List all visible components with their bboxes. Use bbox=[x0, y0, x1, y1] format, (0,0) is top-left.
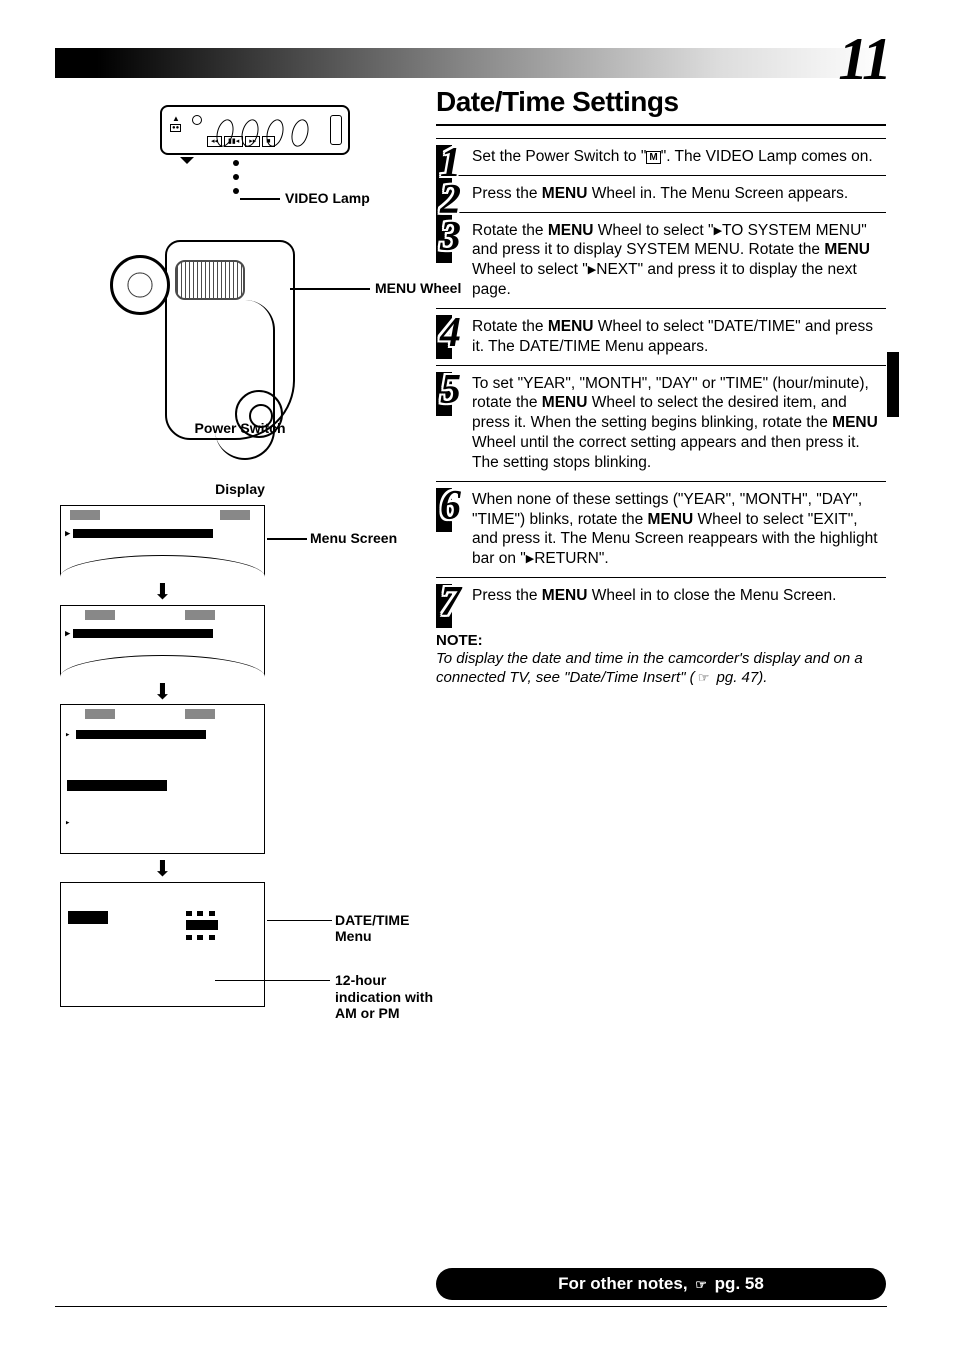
step-text: Rotate the MENU Wheel to select "DATE/TI… bbox=[472, 315, 886, 357]
step-number: 4 bbox=[436, 315, 466, 357]
note-heading: NOTE: bbox=[436, 632, 886, 649]
power-switch-label: Power Switch bbox=[55, 420, 425, 436]
menu-screen-side-label: Menu Screen bbox=[310, 530, 397, 546]
instruction-step: 3Rotate the MENU Wheel to select "TO SYS… bbox=[436, 212, 886, 308]
page-ref-icon bbox=[692, 1274, 710, 1293]
header-gradient-bar bbox=[55, 48, 887, 78]
arrow-down-icon: ⬇ bbox=[60, 579, 265, 605]
note-body: To display the date and time in the camc… bbox=[436, 649, 886, 688]
footer-rule bbox=[55, 1306, 887, 1307]
menu-screen-3: ▸ ▸ bbox=[60, 704, 265, 854]
step-number: 2 bbox=[436, 182, 466, 204]
left-column: ▲ ●● ◂◂▮▮◂▸▸■ VIDEO Lamp MENU Wheel Powe… bbox=[55, 95, 425, 1009]
step-number: 5 bbox=[436, 372, 466, 473]
arrow-down-icon: ⬇ bbox=[60, 679, 265, 705]
instruction-step: 6When none of these settings ("YEAR", "M… bbox=[436, 481, 886, 577]
display-heading-label: Display bbox=[55, 481, 425, 497]
instruction-step: 1 Set the Power Switch to "M". The VIDEO … bbox=[436, 138, 886, 175]
instruction-step: 5To set "YEAR", "MONTH", "DAY" or "TIME"… bbox=[436, 365, 886, 481]
step-number: 3 bbox=[436, 219, 466, 300]
date-time-menu-screen bbox=[60, 882, 265, 1007]
step-text: Rotate the MENU Wheel to select "TO SYST… bbox=[472, 219, 886, 300]
step-text: Press the MENU Wheel in to close the Men… bbox=[472, 584, 886, 606]
arrow-down-icon: ⬇ bbox=[60, 856, 265, 882]
page-number: 11 bbox=[838, 25, 889, 94]
step-number: 1 bbox=[436, 145, 466, 167]
right-column: Date/Time Settings 1 Set the Power Switch… bbox=[436, 86, 886, 688]
steps-list: 1 Set the Power Switch to "M". The VIDEO … bbox=[436, 138, 886, 614]
page-title: Date/Time Settings bbox=[436, 86, 886, 118]
camcorder-diagram: ▲ ●● ◂◂▮▮◂▸▸■ VIDEO Lamp MENU Wheel bbox=[90, 95, 390, 425]
instruction-step: 7 Press the MENU Wheel in to close the Me… bbox=[436, 577, 886, 614]
camera-top-panel: ▲ ●● ◂◂▮▮◂▸▸■ bbox=[160, 105, 350, 155]
instruction-step: 4Rotate the MENU Wheel to select "DATE/T… bbox=[436, 308, 886, 365]
page-ref-icon bbox=[695, 669, 713, 686]
instruction-step: 2 Press the MENU Wheel in. The Menu Scree… bbox=[436, 175, 886, 212]
menu-screen-2: ▶ bbox=[60, 605, 265, 677]
step-text: To set "YEAR", "MONTH", "DAY" or "TIME" … bbox=[472, 372, 886, 473]
step-text: Set the Power Switch to "M". The VIDEO L… bbox=[472, 145, 886, 167]
menu-screen-1: ▶ bbox=[60, 505, 265, 577]
clock-format-label: 12-hour indication with AM or PM bbox=[335, 972, 455, 1022]
side-index-tab bbox=[887, 352, 899, 417]
date-time-menu-side-label: DATE/TIME Menu bbox=[335, 912, 425, 944]
step-number: 7 bbox=[436, 584, 466, 606]
camera-body bbox=[140, 185, 310, 435]
heading-rule bbox=[436, 124, 886, 126]
step-text: When none of these settings ("YEAR", "MO… bbox=[472, 488, 886, 569]
footer-reference-pill: For other notes, pg. 58 bbox=[436, 1268, 886, 1300]
step-number: 6 bbox=[436, 488, 466, 569]
step-text: Press the MENU Wheel in. The Menu Screen… bbox=[472, 182, 886, 204]
